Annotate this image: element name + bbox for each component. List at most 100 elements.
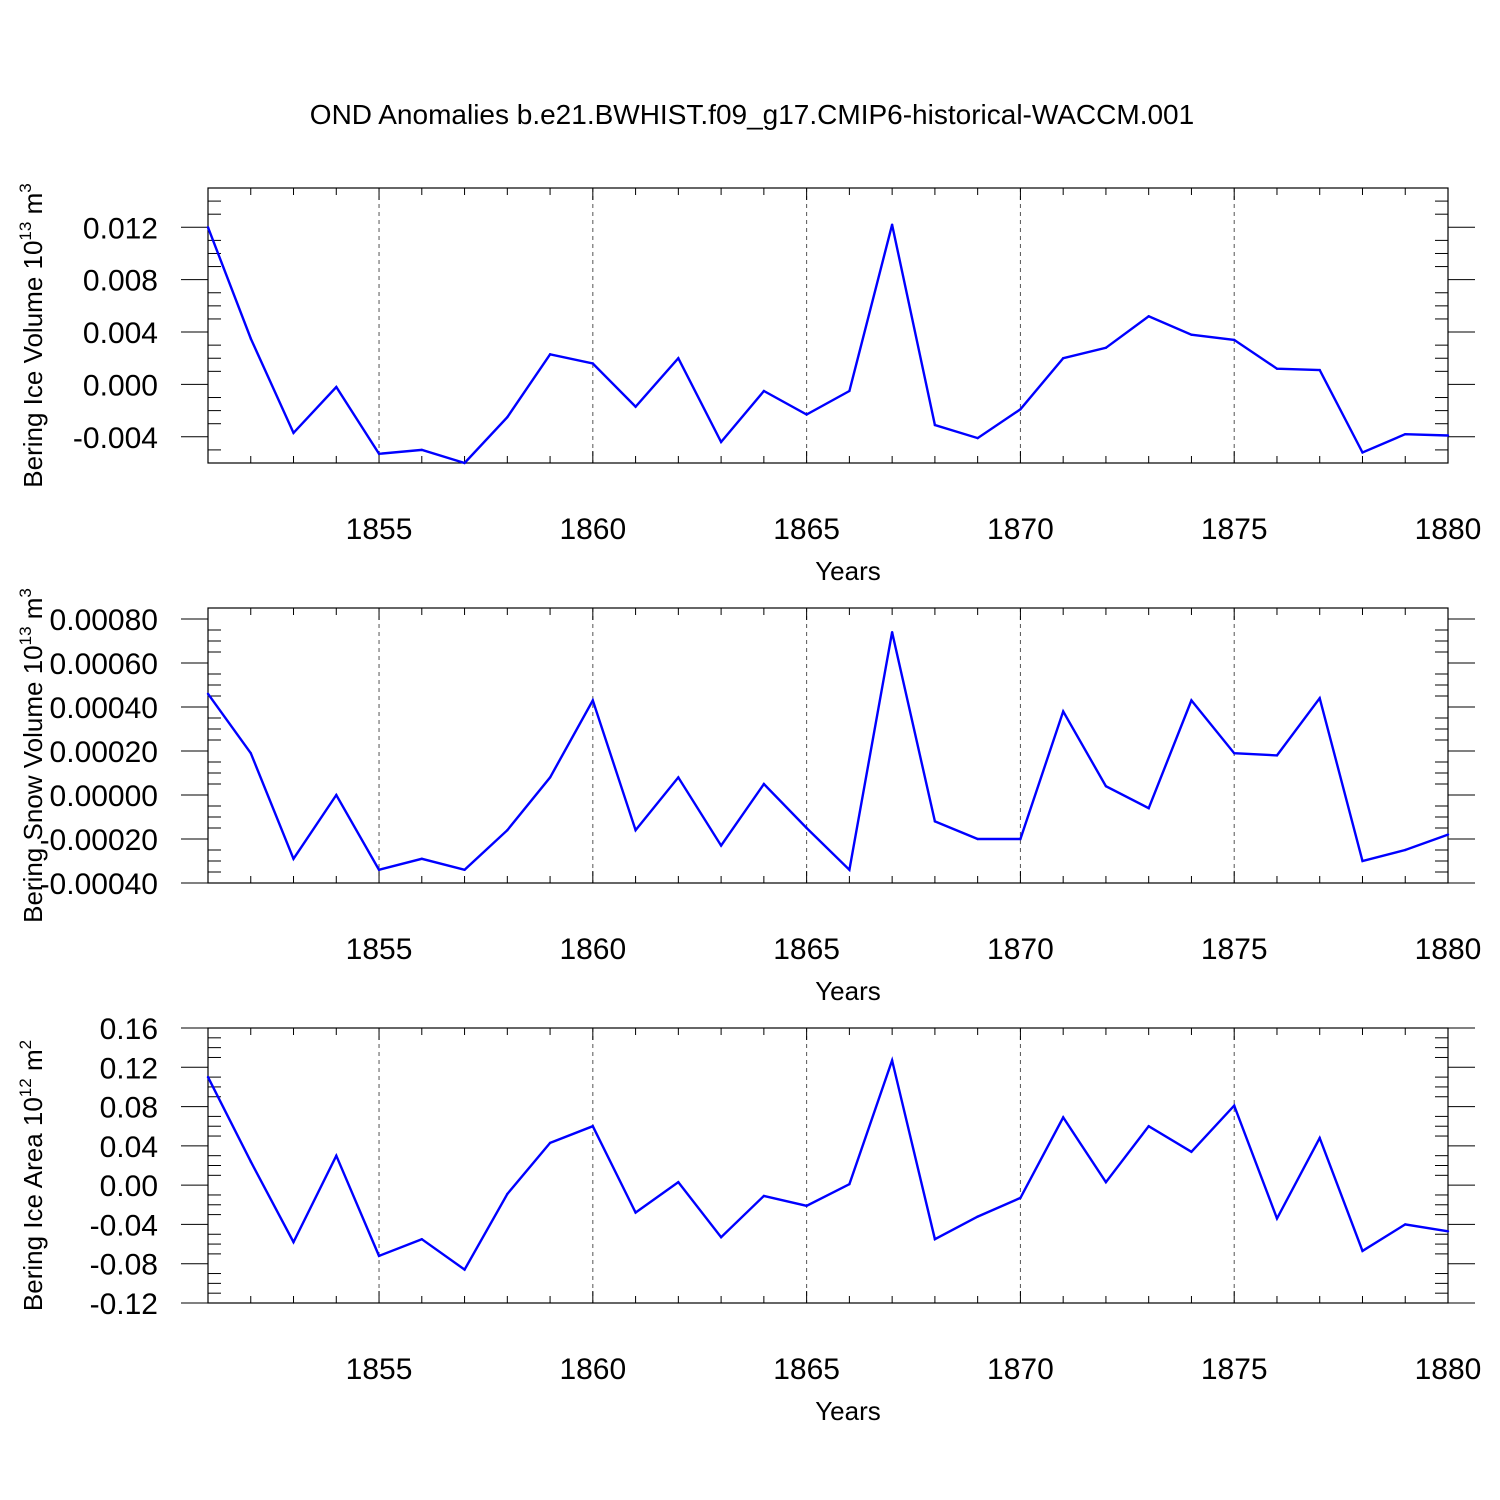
y-tick-label: 0.00000 — [50, 780, 158, 813]
series-line — [206, 224, 1449, 465]
y-tick-label: 0.00060 — [50, 648, 158, 681]
data-point — [292, 857, 295, 860]
data-point — [377, 452, 381, 456]
data-point — [292, 431, 295, 435]
y-tick-label: 0.004 — [83, 317, 158, 350]
data-point — [1404, 1223, 1407, 1226]
data-point — [1104, 346, 1108, 349]
data-point — [1061, 710, 1065, 713]
data-point — [890, 1059, 894, 1062]
data-point — [506, 415, 509, 419]
data-point — [1446, 833, 1450, 836]
y-tick-label: -0.04 — [90, 1209, 158, 1242]
data-point — [1190, 333, 1193, 336]
data-point — [933, 423, 937, 427]
data-point — [335, 1154, 338, 1157]
data-point — [719, 440, 723, 444]
data-point — [548, 776, 552, 779]
data-point — [1147, 315, 1150, 318]
data-point — [1233, 338, 1236, 342]
data-point — [506, 829, 509, 832]
x-tick-label: 1875 — [1201, 933, 1268, 966]
data-point — [377, 1254, 381, 1258]
data-point — [1233, 752, 1236, 755]
plot-frame — [207, 607, 1449, 884]
data-point — [1147, 1125, 1150, 1128]
x-axis-label: Years — [815, 556, 881, 586]
y-tick-label: -0.12 — [90, 1288, 158, 1321]
data-point — [1061, 1116, 1065, 1119]
data-point — [206, 226, 210, 229]
y-axis-label: Bering Ice Area 1012 m2 — [16, 1040, 48, 1311]
data-point — [1104, 1180, 1108, 1184]
data-point — [1404, 848, 1407, 852]
data-point — [420, 857, 423, 860]
data-point — [1104, 785, 1108, 788]
data-point — [933, 820, 937, 823]
x-tick-label: 1865 — [773, 513, 840, 546]
data-point — [292, 1240, 295, 1244]
y-axis-label: Bering Snow Volume 1013 m3 — [16, 588, 48, 923]
data-point — [1233, 1104, 1236, 1107]
y-tick-label: 0.00080 — [50, 604, 158, 637]
x-tick-label: 1855 — [346, 933, 413, 966]
y-tick-label: 0.04 — [100, 1131, 158, 1164]
data-point — [377, 868, 381, 871]
data-point — [420, 1237, 423, 1241]
data-point — [1190, 1150, 1193, 1153]
y-tick-label: -0.08 — [90, 1249, 158, 1282]
panel-2: 1855 1860 1865 1870 1875 1880 -0.00040 -0.00020… — [16, 588, 1481, 1006]
data-point — [805, 1204, 808, 1207]
x-tick-label: 1855 — [346, 513, 413, 546]
data-point — [591, 362, 595, 365]
data-point — [249, 752, 252, 755]
panel-1: 1855 1860 1865 1870 1875 1880 -0.004 0.000 0.004… — [16, 183, 1481, 586]
data-point — [848, 868, 851, 871]
data-point — [1190, 699, 1193, 702]
x-tick-label: 1880 — [1415, 933, 1482, 966]
data-point — [1019, 408, 1022, 411]
y-tick-label: 0.008 — [83, 265, 158, 298]
x-tick-label: 1860 — [559, 1353, 626, 1386]
data-point — [1019, 837, 1022, 841]
data-point — [591, 1125, 595, 1128]
y-tick-label: 0.012 — [83, 212, 158, 245]
y-tick-label: -0.004 — [73, 422, 158, 455]
data-point — [1446, 1230, 1450, 1233]
data-point — [249, 1160, 252, 1163]
data-point — [463, 868, 466, 871]
x-tick-label: 1860 — [559, 933, 626, 966]
plot-frame — [207, 187, 1449, 464]
y-tick-label: -0.00020 — [40, 824, 158, 857]
y-tick-label: 0.00040 — [50, 692, 158, 725]
data-point — [1318, 368, 1321, 372]
data-point — [719, 1235, 723, 1239]
x-tick-label: 1880 — [1415, 513, 1482, 546]
data-point — [548, 353, 552, 356]
x-tick-label: 1880 — [1415, 1353, 1482, 1386]
panel-3: 1855 1860 1865 1870 1875 1880 -0.12 -0.08 -0.04 0… — [16, 1013, 1481, 1426]
x-tick-label: 1875 — [1201, 1353, 1268, 1386]
x-tick-label: 1865 — [773, 1353, 840, 1386]
data-point — [1275, 754, 1279, 757]
data-point — [1019, 1196, 1022, 1200]
x-axis-label: Years — [815, 1396, 881, 1426]
data-point — [420, 448, 423, 452]
data-point — [463, 461, 466, 465]
data-point — [506, 1192, 509, 1196]
data-point — [677, 776, 680, 779]
chart-title: OND Anomalies b.e21.BWHIST.f09_g17.CMIP6… — [310, 99, 1194, 130]
data-point — [1446, 434, 1450, 437]
data-point — [762, 782, 766, 786]
data-point — [1361, 859, 1364, 863]
data-point — [677, 1180, 680, 1184]
x-tick-label: 1860 — [559, 513, 626, 546]
y-tick-label: 0.08 — [100, 1092, 158, 1125]
data-point — [976, 436, 979, 440]
x-tick-label: 1870 — [987, 1353, 1054, 1386]
data-point — [634, 1211, 637, 1214]
data-point — [1318, 1136, 1321, 1140]
y-tick-label: 0.00020 — [50, 736, 158, 769]
x-tick-label: 1865 — [773, 933, 840, 966]
